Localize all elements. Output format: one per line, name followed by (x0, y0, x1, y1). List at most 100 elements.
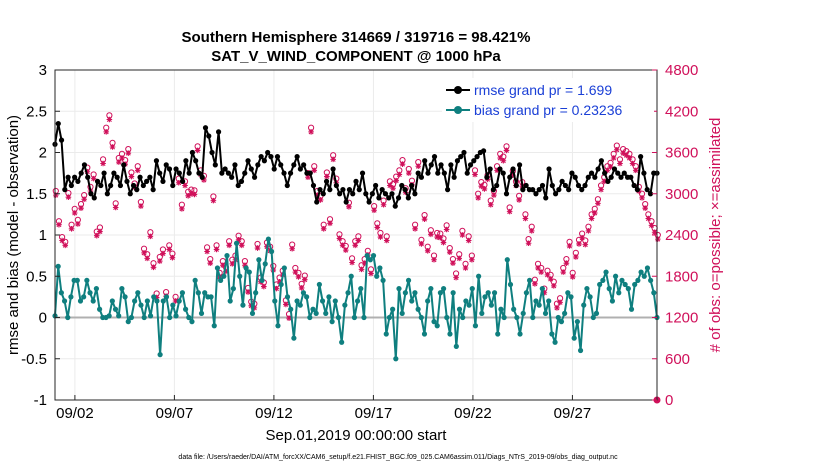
assimilated-marker-158 (550, 283, 557, 289)
assimilated-marker-14 (97, 228, 103, 235)
rmse-point-62 (255, 162, 261, 168)
assimilated-marker-169 (585, 228, 592, 234)
assimilated-marker-37 (169, 254, 176, 261)
assimilated-marker-156 (544, 272, 551, 278)
rmse-point-117 (435, 170, 441, 176)
bias-point-173 (603, 269, 609, 275)
bias-point-166 (581, 302, 587, 308)
legend-bias-label: bias grand pr = 0.23236 (474, 102, 622, 118)
rmse-point-107 (402, 187, 408, 193)
rmse-point-78 (307, 170, 313, 176)
bias-point-180 (625, 286, 631, 292)
rmse-point-93 (356, 187, 362, 193)
rmse-point-25 (134, 187, 140, 193)
assimilated-marker-26 (134, 167, 141, 174)
y2-tick-label-0: 0 (665, 392, 673, 409)
rmse-point-19 (114, 174, 120, 180)
bias-point-186 (644, 265, 651, 271)
rmse-point-16 (104, 191, 110, 197)
bias-point-178 (619, 277, 625, 283)
rmse-point-66 (268, 154, 274, 160)
rmse-point-166 (595, 166, 601, 172)
assimilated-marker-28 (141, 250, 147, 256)
bias-point-40 (179, 290, 186, 296)
assimilated-marker-130 (462, 265, 469, 271)
assimilated-marker-18 (109, 144, 116, 150)
rmse-point-115 (428, 162, 434, 168)
assimilated-marker-85 (320, 226, 327, 232)
assimilated-marker-112 (406, 170, 412, 176)
bias-point-133 (476, 273, 482, 279)
bias-point-25 (132, 298, 138, 304)
assimilated-marker-73 (283, 301, 289, 308)
bias-point-177 (616, 290, 622, 296)
x-axis-label: Sep.01,2019 00:00:00 start (266, 427, 448, 444)
y2-tick-label-4: 2400 (665, 227, 698, 244)
rmse-point-165 (592, 174, 598, 180)
assimilated-marker-103 (377, 234, 384, 240)
assimilated-marker-184 (632, 167, 639, 174)
assimilated-marker-174 (601, 178, 608, 185)
bias-point-109 (399, 310, 405, 316)
bias-point-168 (587, 294, 593, 300)
rmse-point-4 (65, 174, 71, 180)
assimilated-marker-49 (207, 260, 214, 266)
rmse-point-34 (163, 162, 169, 168)
assimilated-marker-147 (516, 197, 522, 203)
assimilated-marker-105 (383, 237, 390, 244)
rmse-point-13 (94, 178, 101, 184)
rmse-point-116 (431, 154, 438, 160)
bias-point-67 (265, 236, 272, 242)
bias-point-155 (546, 298, 552, 304)
rmse-point-141 (513, 182, 519, 189)
bias-point-50 (211, 323, 217, 329)
rmse-point-161 (579, 187, 585, 193)
rmse-point-6 (72, 174, 78, 180)
rmse-point-132 (484, 174, 490, 180)
y-tick-label-2: 0 (39, 310, 47, 327)
assimilated-marker-170 (588, 215, 595, 222)
assimilated-marker-92 (342, 247, 349, 253)
bias-point-170 (593, 310, 600, 316)
rmse-point-74 (294, 154, 300, 160)
assimilated-marker-144 (506, 208, 513, 215)
assimilated-marker-16 (103, 129, 110, 135)
rmse-point-17 (108, 182, 114, 189)
assimilated-marker-179 (617, 160, 623, 167)
bias-point-57 (233, 240, 240, 246)
y-axis-label: rmse and bias (model - observation) (5, 115, 22, 355)
x-tick-label-5: 09/27 (554, 405, 592, 422)
rmse-point-139 (507, 174, 513, 180)
bias-point-139 (495, 331, 501, 337)
rmse-point-121 (448, 162, 454, 168)
rmse-point-56 (235, 182, 241, 189)
rmse-point-171 (611, 166, 618, 172)
rmse-point-100 (379, 187, 385, 193)
bias-point-144 (511, 306, 517, 312)
assimilated-marker-40 (179, 206, 185, 212)
assimilated-marker-39 (175, 179, 182, 186)
rmse-point-80 (314, 199, 320, 205)
bias-point-86 (326, 294, 332, 300)
bias-point-61 (246, 269, 252, 275)
rmse-point-113 (422, 158, 428, 164)
assimilated-marker-159 (554, 305, 560, 311)
right-axis-ticks: 0 600 1200 1800 2400 3000 3600 4200 4800 (652, 62, 698, 409)
bias-point-138 (491, 290, 498, 296)
assimilated-marker-70 (273, 285, 280, 292)
rmse-point-150 (543, 195, 549, 201)
bias-point-1 (55, 263, 61, 269)
bias-point-88 (332, 298, 338, 304)
assimilated-marker-114 (412, 226, 418, 232)
rmse-point-110 (412, 191, 418, 197)
bias-point-87 (329, 319, 335, 325)
rmse-point-21 (121, 162, 127, 168)
bias-point-110 (402, 290, 408, 296)
assimilated-marker-126 (450, 260, 456, 266)
bias-point-188 (651, 290, 657, 296)
rmse-point-86 (333, 182, 339, 189)
assimilated-marker-107 (390, 185, 396, 192)
assimilated-marker-166 (576, 241, 582, 247)
bias-point-146 (517, 331, 523, 337)
